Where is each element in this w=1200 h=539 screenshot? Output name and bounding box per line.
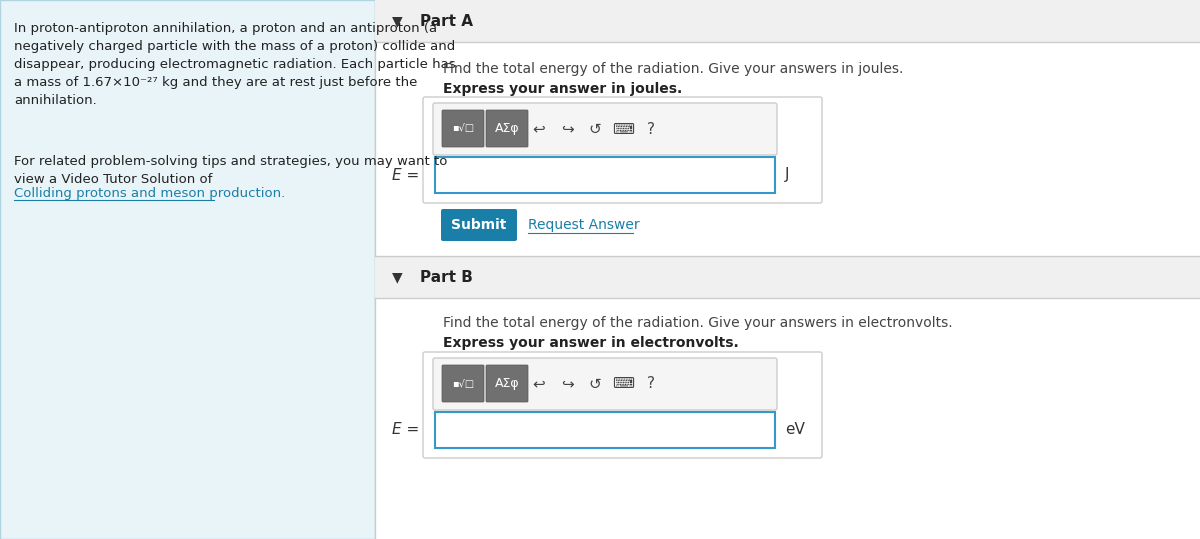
Bar	[374, 0, 1200, 539]
Text: ΑΣφ: ΑΣφ	[494, 377, 520, 390]
Bar	[374, 256, 1200, 298]
Text: ↩: ↩	[533, 377, 545, 391]
FancyBboxPatch shape	[486, 365, 528, 402]
Bar	[374, 0, 1200, 42]
Text: ↪: ↪	[560, 377, 574, 391]
Text: ▼: ▼	[391, 270, 402, 284]
Text: Find the total energy of the radiation. Give your answers in joules.: Find the total energy of the radiation. …	[443, 62, 904, 76]
FancyBboxPatch shape	[0, 0, 374, 539]
FancyBboxPatch shape	[433, 103, 778, 155]
Text: Find the total energy of the radiation. Give your answers in electronvolts.: Find the total energy of the radiation. …	[443, 316, 953, 330]
Text: E =: E =	[391, 423, 419, 438]
FancyBboxPatch shape	[436, 412, 775, 448]
Text: ↺: ↺	[589, 121, 601, 136]
Text: ↩: ↩	[533, 121, 545, 136]
Text: Part B: Part B	[420, 270, 473, 285]
Text: ▪√□: ▪√□	[452, 123, 474, 134]
Text: In proton-antiproton annihilation, a proton and an antiproton (a
negatively char: In proton-antiproton annihilation, a pro…	[14, 22, 456, 107]
Text: ▼: ▼	[391, 14, 402, 28]
Text: Express your answer in electronvolts.: Express your answer in electronvolts.	[443, 336, 739, 350]
FancyBboxPatch shape	[433, 358, 778, 410]
Text: Request Answer: Request Answer	[528, 218, 640, 232]
Text: eV: eV	[785, 423, 805, 438]
Text: ▪√□: ▪√□	[452, 378, 474, 389]
Text: Part A: Part A	[420, 13, 473, 29]
FancyBboxPatch shape	[436, 157, 775, 193]
Text: Colliding protons and meson production.: Colliding protons and meson production.	[14, 187, 286, 200]
Text: ↺: ↺	[589, 377, 601, 391]
Text: ⌨: ⌨	[612, 121, 634, 136]
Text: For related problem-solving tips and strategies, you may want to
view a Video Tu: For related problem-solving tips and str…	[14, 155, 448, 186]
FancyBboxPatch shape	[442, 209, 517, 241]
Text: ↪: ↪	[560, 121, 574, 136]
Text: ?: ?	[647, 377, 655, 391]
Text: J: J	[785, 168, 790, 183]
FancyBboxPatch shape	[442, 365, 484, 402]
Text: ⌨: ⌨	[612, 377, 634, 391]
Text: E =: E =	[391, 168, 419, 183]
Text: Express your answer in joules.: Express your answer in joules.	[443, 82, 683, 96]
Text: ?: ?	[647, 121, 655, 136]
FancyBboxPatch shape	[486, 110, 528, 147]
Text: Submit: Submit	[451, 218, 506, 232]
Text: ΑΣφ: ΑΣφ	[494, 122, 520, 135]
FancyBboxPatch shape	[442, 110, 484, 147]
